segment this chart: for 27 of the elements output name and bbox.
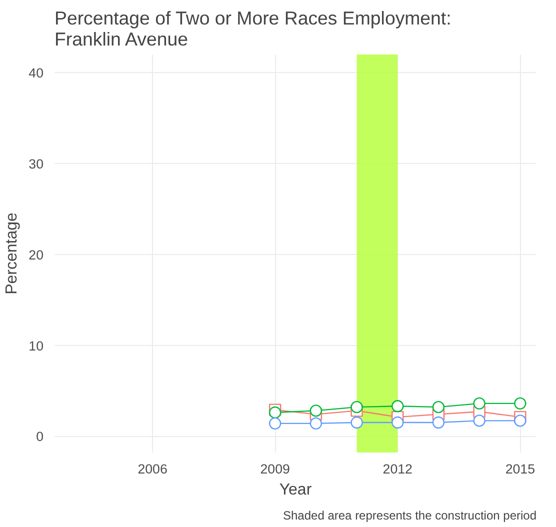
y-tick-label: 30: [28, 156, 44, 172]
x-tick-label: 2015: [505, 462, 535, 476]
y-tick-label: 10: [28, 338, 44, 354]
text: Shaded area represents the construction period: [283, 508, 537, 522]
point: [432, 416, 445, 429]
point: [350, 416, 363, 429]
point: [514, 397, 526, 410]
point: [268, 417, 282, 430]
x-tick-label: 2012: [382, 462, 412, 476]
chart-title: Percentage of Two or More Races Employment: Franklin Avenue: [54, 8, 452, 50]
x-tick-label: 2009: [260, 462, 290, 476]
point: [473, 397, 486, 410]
y-tick-label: 0: [36, 429, 44, 444]
y-tick-label: 40: [28, 66, 44, 81]
point: [310, 404, 322, 417]
point: [392, 416, 404, 429]
point: [392, 400, 404, 412]
point: [514, 414, 526, 427]
point: [432, 400, 445, 414]
point: [310, 417, 322, 430]
x-tick-label: 2006: [138, 462, 168, 476]
y-axis-title: Percentage: [4, 212, 21, 294]
x-axis-title: Year: [279, 482, 312, 498]
point: [268, 406, 282, 419]
point: [350, 400, 363, 414]
y-tick-label: 20: [28, 247, 44, 262]
point: [473, 414, 486, 427]
